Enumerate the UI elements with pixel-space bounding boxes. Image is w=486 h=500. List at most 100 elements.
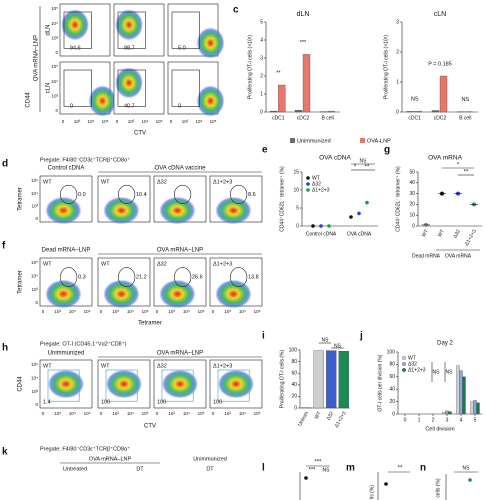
x-tick-label: B cell (322, 115, 334, 121)
gate (47, 369, 80, 402)
x-tick-label: cDC1 (408, 115, 421, 121)
gate-value: 98.7 (124, 45, 135, 51)
axis-label: Cell division (425, 426, 454, 432)
row-label: cLN (46, 83, 52, 94)
axis-tick-label: 10⁵ (51, 64, 58, 69)
legend-label: Δ32 (408, 361, 417, 367)
axis-tick-label: 10³ (54, 309, 61, 314)
axis-tick-label: 0 (55, 50, 58, 55)
legend-marker (306, 188, 310, 192)
axis-label: CD44⁺CD62L⁻ tetramer⁺ (%) (279, 166, 285, 232)
gate-value: 5.0 (178, 45, 186, 51)
axis-tick-label: 10⁴ (69, 309, 76, 314)
legend-label: Unimmunized (297, 138, 331, 144)
plot-label: Δ32 (157, 261, 167, 267)
gate-value: 40.7 (124, 103, 135, 109)
x-tick-label: Δ32 (452, 228, 462, 239)
group-label: Dead mRNA (412, 253, 441, 259)
axis-tick-label: 10³ (31, 204, 38, 209)
y-tick-label: 80 (389, 362, 395, 368)
gate (63, 69, 92, 107)
gate-value: 0 (178, 103, 181, 109)
gate (105, 369, 138, 402)
significance: *** (300, 40, 307, 46)
legend-label: Δ1+2+3 (408, 367, 426, 373)
x-tick-label: 5 (474, 417, 477, 423)
axis-tick-label: 10⁵ (31, 178, 38, 183)
axis-label: Tetramer (18, 270, 24, 294)
axis-tick-label: 10⁵ (142, 309, 149, 314)
axis-tick-label: 10³ (74, 119, 81, 124)
chart-title: OVA mRNA (428, 155, 462, 162)
axis-tick-label: 0 (42, 309, 45, 314)
legend-marker (306, 182, 310, 186)
cell-cloud (115, 67, 143, 99)
cell-cloud (159, 279, 196, 309)
x-tick-label: 4 (460, 417, 463, 423)
bar (448, 411, 452, 415)
bar (294, 110, 303, 113)
bar (473, 400, 477, 415)
y-tick-label: 10 (293, 187, 299, 193)
pregate: Pregate: F4/80⁻CD3ε⁺TCRβ⁺CD8α⁺ (40, 156, 130, 163)
data-point (365, 200, 369, 205)
y-tick-label: 2 (260, 73, 263, 79)
x-tick-label: Unimm (297, 411, 310, 428)
x-tick-label: OVA cDNA (347, 231, 372, 237)
significance: ** (398, 466, 403, 472)
cell-cloud (215, 196, 252, 225)
axis-label: CD44 (26, 92, 32, 108)
gate-value: 1.4 (43, 399, 51, 405)
axis-tick-label: 10⁵ (142, 411, 149, 416)
axis-label: Proliferating OT-I cells (%) (279, 349, 285, 408)
gate (59, 184, 78, 204)
gate (117, 69, 146, 107)
axis-tick-label: 10³ (31, 287, 38, 292)
panel-letter: j (359, 331, 363, 342)
y-tick-label: 20 (409, 202, 415, 208)
axis-tick-label: 10³ (182, 119, 189, 124)
axis-tick-label: 0 (170, 119, 173, 124)
axis-tick-label: 0 (55, 108, 58, 113)
axis-tick-label: 0 (35, 402, 38, 407)
x-tick-label: cDC2 (434, 115, 447, 121)
bar (278, 84, 286, 113)
y-tick-label: 30 (409, 191, 415, 197)
axis-label: CD44 (18, 376, 24, 392)
gate (217, 369, 250, 402)
axis-tick-label: 10⁴ (183, 309, 190, 314)
x-tick-label: WT (314, 411, 323, 421)
axis-label: lls (%) (369, 485, 375, 499)
significance: NS (323, 467, 331, 473)
significance: ** (276, 70, 281, 76)
y-tick-label: 1 (396, 79, 399, 85)
bar (270, 110, 278, 113)
plot-label: WT (101, 261, 110, 267)
plot-label: Δ1+2+3 (213, 261, 232, 267)
significance: *** (308, 468, 316, 474)
bar (313, 350, 324, 409)
axis-tick-label: 10⁴ (196, 119, 203, 124)
gate-value: 21.2 (136, 275, 147, 281)
y-tick-label: 20 (389, 399, 395, 405)
cell-cloud (103, 196, 140, 225)
bar (462, 376, 466, 415)
y-tick-label: 0 (396, 109, 399, 115)
y-tick-label: 40 (409, 180, 415, 186)
axis-tick-label: 10⁵ (31, 260, 38, 265)
plot-label: Δ1+2+3 (213, 363, 232, 369)
y-tick-label: 15 (293, 169, 299, 175)
axis-tick-label: 10⁵ (84, 309, 91, 314)
y-tick-label: 50 (409, 169, 415, 175)
axis-tick-label: 10⁵ (31, 362, 38, 367)
data-point (384, 482, 388, 486)
axis-tick-label: 10³ (128, 119, 135, 124)
gate-value: 0.0 (78, 192, 86, 198)
data-point (468, 478, 472, 482)
legend-label: WT (408, 355, 416, 361)
axis-tick-label: 10³ (51, 94, 58, 99)
y-tick-label: 5 (296, 205, 299, 211)
y-tick-label: 4 (260, 37, 263, 43)
y-tick-label: 2 (396, 49, 399, 55)
axis-tick-label: 0 (35, 216, 38, 221)
